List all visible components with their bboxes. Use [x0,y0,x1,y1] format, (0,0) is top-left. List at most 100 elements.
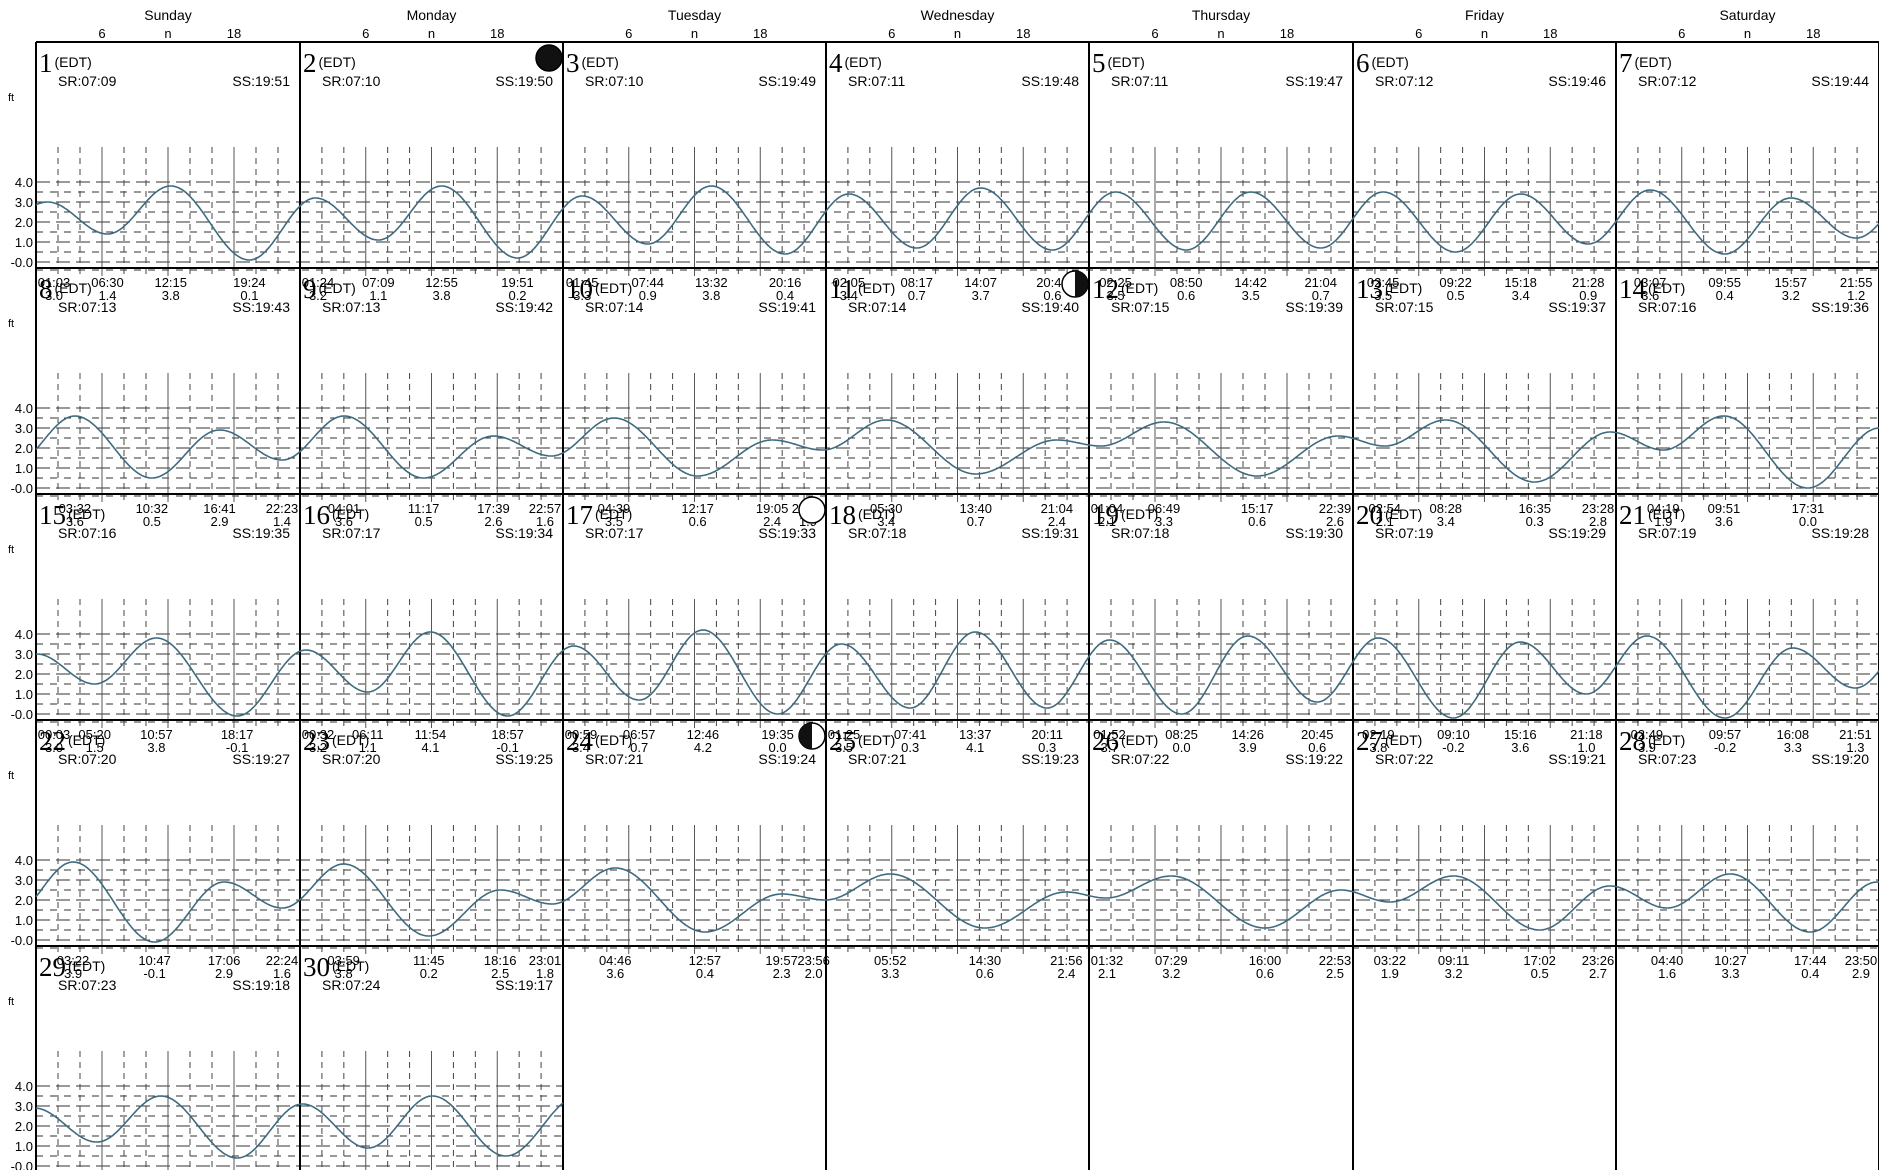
tide-height-label: 3.6 [1511,740,1529,755]
tide-time-label: 01:32 [1091,953,1124,968]
tide-time-label: 12:15 [154,275,187,290]
day-cell: 20 (EDT)SR:07:19 SS:19:2902:193.809:10-0.2… [1356,500,1606,755]
tide-height-label: 3.6 [66,514,84,529]
tide-height-label: 3.5 [605,514,623,529]
sunrise-time: SR:07:20 [58,751,117,767]
tide-height-label: 0.4 [696,966,714,981]
y-tick-label: -0.0 [11,481,33,496]
sunrise-time: SR:07:21 [585,751,644,767]
day-number: 12 [1092,274,1119,304]
sunset-time: SS:19:40 [1021,299,1079,315]
tide-time-label: 02:19 [1362,727,1395,742]
timezone-label: (EDT) [595,506,632,522]
tide-height-label: -0.2 [1442,740,1464,755]
day-number: 28 [1619,726,1646,756]
tide-height-label: 3.2 [1162,966,1180,981]
timezone-label: (EDT) [68,732,105,748]
tide-height-label: 0.3 [1526,514,1544,529]
tide-height-label: 3.0 [45,288,63,303]
tide-time-label: 17:39 [477,501,510,516]
day-cell: 27 (EDT) SR:07:22 SS:19:21 03:221.9 09:113.2 1… [1356,726,1614,981]
day-cell: 25 (EDT) SR:07:21 SS:19:23 05:523.3 14:300.6 2… [829,726,1083,981]
day-cell: 2 (EDT)SR:07:10 SS:19:5001:243.207:091.112… [302,44,563,303]
sunrise-time: SR:07:17 [585,525,644,541]
hour-tick-label: n [164,26,171,41]
tide-time-label: 13:32 [695,275,728,290]
tide-height-label: 3.5 [1107,288,1125,303]
hour-tick-label: 6 [625,26,632,41]
tide-height-label: 3.4 [1512,288,1530,303]
sunrise-time: SR:07:16 [1638,299,1697,315]
tide-height-label: 3.3 [1784,740,1802,755]
weekday-header: Sunday [144,7,191,23]
sunrise-time: SR:07:22 [1375,751,1434,767]
tide-time-label: 06:30 [91,275,124,290]
sunrise-time: SR:07:16 [58,525,117,541]
day-number: 19 [1092,500,1119,530]
y-tick-label: 1.0 [15,913,33,928]
tide-height-label: 2.6 [1326,514,1344,529]
sunrise-time: SR:07:23 [1638,751,1697,767]
day-number: 1 [39,48,53,78]
timezone-label: (EDT) [858,732,895,748]
weekday-header: Tuesday [668,7,721,23]
tide-height-label: 3.6 [335,514,353,529]
tide-time-label: 23:28 [1582,501,1615,516]
day-cell: 29(EDT)SR:07:23SS:19:1805:321.211:213.51… [39,952,290,993]
weekday-header: Friday [1465,7,1504,23]
day-number: 26 [1092,726,1119,756]
tide-time-label: 01:24 [302,275,335,290]
tide-time-label: 15:57 [1775,275,1808,290]
tide-height-label: 3.5 [835,740,853,755]
y-tick-label: 3.0 [15,647,33,662]
moon-shadow [799,723,812,749]
day-cell: 17 (EDT)SR:07:17 SS:19:3300:593.406:570.71… [565,496,826,755]
tide-height-label: -0.1 [496,740,518,755]
y-tick-label: -0.0 [11,707,33,722]
sunset-time: SS:19:46 [1548,73,1606,89]
tide-height-label: 1.4 [98,288,116,303]
day-cell: 26 (EDT) SR:07:22 SS:19:22 01:322.1 07:293.2 1… [1091,726,1352,981]
tide-time-label: 09:11 [1438,953,1470,968]
hour-tick-label: 18 [1543,26,1557,41]
tide-height-label: 1.9 [1654,514,1672,529]
tide-time-label: 08:28 [1430,501,1463,516]
day-cell: 4 (EDT)SR:07:11 SS:19:4802:053.408:170.714… [829,48,1079,303]
tide-time-label: 08:17 [900,275,933,290]
tide-height-label: 3.3 [881,966,899,981]
day-cell: 22 (EDT)SR:07:20 SS:19:2703:223.910:47-0.1… [39,726,298,981]
timezone-label: (EDT) [1372,54,1409,70]
tide-height-label: 0.2 [508,288,526,303]
hour-tick-label: n [1744,26,1751,41]
tide-height-label: 0.0 [769,740,787,755]
timezone-label: (EDT) [595,280,632,296]
tide-time-label: 22:39 [1319,501,1352,516]
day-cell: 13 (EDT)SR:07:15 SS:19:3702:542.108:283.41… [1356,274,1614,529]
tide-height-label: 0.6 [1177,288,1195,303]
tide-time-label: 10:57 [140,727,173,742]
tide-time-label: 10:27 [1714,953,1747,968]
tide-time-label: 04:01 [328,501,361,516]
tide-time-label: 03:07 [1634,275,1667,290]
y-tick-label: 3.0 [15,421,33,436]
sunset-time: SS:19:28 [1811,525,1869,541]
tide-height-label: 0.6 [976,966,994,981]
tide-time-label: 13:40 [959,501,992,516]
tide-height-label: 1.0 [1577,740,1595,755]
tide-height-label: 3.2 [1445,966,1463,981]
tide-height-label: 3.3 [573,288,591,303]
tide-time-label: 03:22 [57,953,90,968]
first-quarter-moon-icon [1061,270,1089,298]
hour-tick-label: n [1217,26,1224,41]
tide-height-label: 1.4 [273,514,291,529]
tide-curve-series [35,861,1879,943]
tide-time-label: 10:47 [138,953,171,968]
tide-height-label: 3.8 [702,288,720,303]
sunset-time: SS:19:49 [758,73,816,89]
tide-time-label: 19:24 [233,275,266,290]
tide-height-label: 0.9 [1579,288,1597,303]
day-number: 20 [1356,500,1383,530]
tide-curve-series [35,415,1879,489]
sunrise-time: SR:07:22 [1111,751,1170,767]
hour-tick-label: 18 [753,26,767,41]
